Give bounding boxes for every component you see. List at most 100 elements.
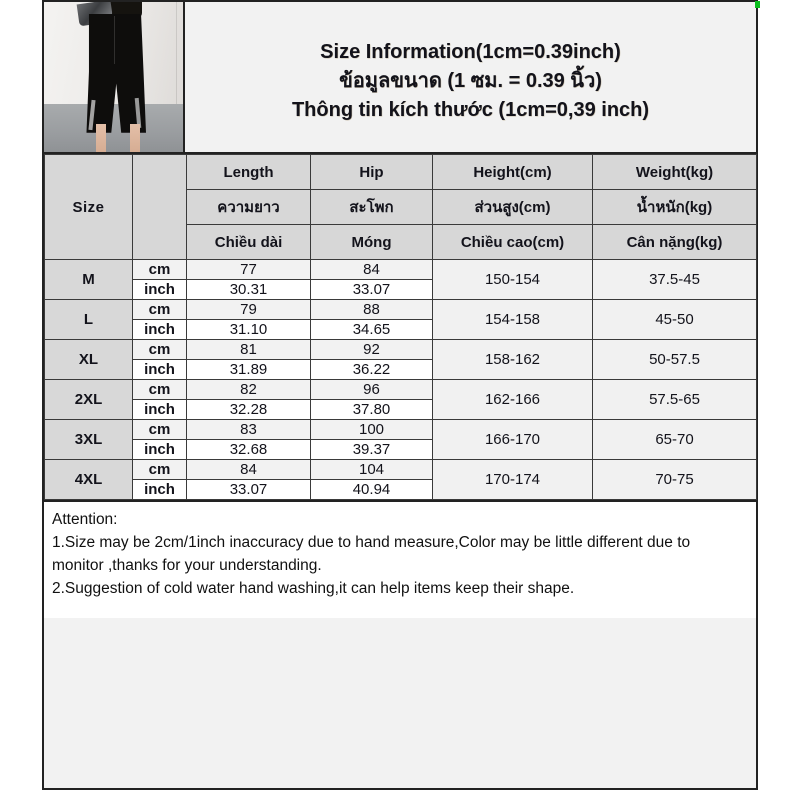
height-m: 150-154 [432, 259, 593, 300]
unit-cm: cm [132, 459, 187, 480]
attention-note: Attention: 1.Size may be 2cm/1inch inacc… [44, 500, 756, 618]
col-hip-en: Hip [310, 154, 433, 190]
unit-cm: cm [132, 259, 187, 280]
row-size-2xl: 2XL [44, 379, 133, 420]
length-cm-3xl: 83 [186, 419, 311, 440]
col-length-vi: Chiều dài [186, 224, 311, 260]
length-in-2xl: 32.28 [186, 399, 311, 420]
title-thai: ข้อมูลขนาด (1 ซม. = 0.39 นิ้ว) [339, 69, 602, 92]
hip-cm-xl: 92 [310, 339, 433, 360]
row-size-l: L [44, 299, 133, 340]
weight-m: 37.5-45 [592, 259, 757, 300]
table-row: inch 31.10 34.65 [45, 319, 757, 340]
height-xl: 158-162 [432, 339, 593, 380]
length-in-xl: 31.89 [186, 359, 311, 380]
length-in-4xl: 33.07 [186, 479, 311, 500]
table-header-row-en: Size Length Hip Height(cm) Weight(kg) [44, 154, 757, 260]
weight-3xl: 65-70 [592, 419, 757, 460]
table-row: 4XL cm 84 104 170-174 70-75 [44, 459, 757, 500]
hip-cm-3xl: 100 [310, 419, 433, 440]
green-corner-artifact [755, 1, 760, 8]
unit-column-header [132, 154, 187, 260]
chart-title-block: Size Information(1cm=0.39inch) ข้อมูลขนา… [185, 2, 756, 152]
unit-cm: cm [132, 339, 187, 360]
col-height-en: Height(cm) [432, 154, 593, 190]
table-header-row-th: ความยาว สะโพก ส่วนสูง(cm) น้ำหนัก(kg) [45, 189, 757, 225]
row-size-3xl: 3XL [44, 419, 133, 460]
table-row: XL cm 81 92 158-162 50-57.5 [44, 339, 757, 380]
product-photo [44, 2, 185, 152]
table-row: M cm 77 84 150-154 37.5-45 [44, 259, 757, 300]
unit-inch: inch [132, 279, 187, 300]
attention-line-1: 1.Size may be 2cm/1inch inaccuracy due t… [52, 534, 691, 551]
attention-line-2: monitor ,thanks for your understanding. [52, 557, 322, 574]
length-in-l: 31.10 [186, 319, 311, 340]
photo-ankle-left [96, 124, 106, 152]
unit-inch: inch [132, 479, 187, 500]
hip-in-3xl: 39.37 [310, 439, 433, 460]
photo-floor [44, 104, 183, 152]
col-hip-th: สะโพก [310, 189, 433, 225]
unit-cm: cm [132, 419, 187, 440]
height-4xl: 170-174 [432, 459, 593, 500]
unit-inch: inch [132, 439, 187, 460]
photo-wall-edge [176, 2, 177, 104]
hip-cm-2xl: 96 [310, 379, 433, 400]
col-hip-vi: Móng [310, 224, 433, 260]
unit-cm: cm [132, 379, 187, 400]
row-size-xl: XL [44, 339, 133, 380]
hip-cm-4xl: 104 [310, 459, 433, 480]
col-weight-th: น้ำหนัก(kg) [592, 189, 757, 225]
col-height-vi: Chiều cao(cm) [432, 224, 593, 260]
row-size-4xl: 4XL [44, 459, 133, 500]
chart-header-band: Size Information(1cm=0.39inch) ข้อมูลขนา… [44, 2, 756, 154]
table-row: 3XL cm 83 100 166-170 65-70 [44, 419, 757, 460]
hip-in-2xl: 37.80 [310, 399, 433, 420]
table-header-row-vi: Chiều dài Móng Chiều cao(cm) Cân nặng(kg… [45, 224, 757, 260]
table-row: inch 33.07 40.94 [45, 479, 757, 500]
hip-in-xl: 36.22 [310, 359, 433, 380]
col-length-th: ความยาว [186, 189, 311, 225]
length-cm-l: 79 [186, 299, 311, 320]
table-row: inch 31.89 36.22 [45, 359, 757, 380]
length-in-3xl: 32.68 [186, 439, 311, 460]
weight-l: 45-50 [592, 299, 757, 340]
length-in-m: 30.31 [186, 279, 311, 300]
height-l: 154-158 [432, 299, 593, 340]
photo-ankle-right [130, 124, 140, 152]
hip-cm-l: 88 [310, 299, 433, 320]
col-height-th: ส่วนสูง(cm) [432, 189, 593, 225]
hip-in-l: 34.65 [310, 319, 433, 340]
table-row: inch 30.31 33.07 [45, 279, 757, 300]
title-vietnamese: Thông tin kích thước (1cm=0,39 inch) [291, 98, 650, 121]
hip-in-4xl: 40.94 [310, 479, 433, 500]
size-table: Size Length Hip Height(cm) Weight(kg) คว… [44, 154, 757, 500]
hip-in-m: 33.07 [310, 279, 433, 300]
length-cm-m: 77 [186, 259, 311, 280]
weight-2xl: 57.5-65 [592, 379, 757, 420]
height-3xl: 166-170 [432, 419, 593, 460]
size-chart-table-container: Size Information(1cm=0.39inch) ข้อมูลขนา… [42, 0, 758, 790]
length-cm-4xl: 84 [186, 459, 311, 480]
attention-heading: Attention: [52, 511, 118, 528]
length-cm-2xl: 82 [186, 379, 311, 400]
photo-pants-seam [114, 16, 115, 64]
col-weight-vi: Cân nặng(kg) [592, 224, 757, 260]
row-size-m: M [44, 259, 133, 300]
unit-inch: inch [132, 359, 187, 380]
table-row: L cm 79 88 154-158 45-50 [44, 299, 757, 340]
col-weight-en: Weight(kg) [592, 154, 757, 190]
col-length-en: Length [186, 154, 311, 190]
weight-xl: 50-57.5 [592, 339, 757, 380]
table-row: inch 32.28 37.80 [45, 399, 757, 420]
unit-cm: cm [132, 299, 187, 320]
size-column-header: Size [44, 154, 133, 260]
unit-inch: inch [132, 319, 187, 340]
hip-cm-m: 84 [310, 259, 433, 280]
table-row: 2XL cm 82 96 162-166 57.5-65 [44, 379, 757, 420]
unit-inch: inch [132, 399, 187, 420]
attention-line-3: 2.Suggestion of cold water hand washing,… [52, 580, 575, 597]
height-2xl: 162-166 [432, 379, 593, 420]
length-cm-xl: 81 [186, 339, 311, 360]
